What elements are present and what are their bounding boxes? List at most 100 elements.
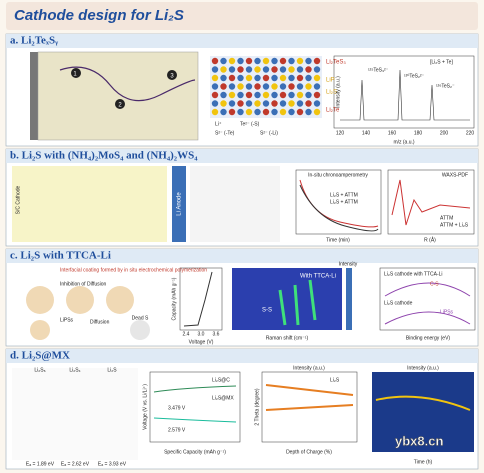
watermark: ybx8.cn	[395, 433, 443, 448]
atom	[288, 108, 295, 116]
axis-label: Depth of Charge (%)	[286, 449, 332, 455]
axis-label: Time (min)	[326, 237, 350, 243]
atom	[211, 83, 219, 90]
label: LiP	[326, 78, 335, 84]
label: Li₂S	[107, 367, 117, 373]
axis-label: Time (h)	[414, 459, 433, 465]
atom	[211, 91, 219, 99]
label: Li₂TeS₃	[326, 60, 346, 66]
legend: Li₂S@C	[212, 377, 230, 383]
label: 3.479 V	[168, 405, 186, 411]
atom	[279, 83, 287, 90]
label: ¹²⁵TeS₃²⁻	[368, 67, 389, 73]
axis-label: Voltage (V)	[189, 339, 214, 345]
atom	[211, 66, 219, 73]
atom	[262, 66, 270, 73]
panel-c-art	[26, 267, 476, 340]
atom	[313, 108, 321, 116]
atom	[296, 66, 304, 73]
atom	[271, 100, 278, 107]
panel-title: d. Li₂S@MX	[10, 350, 70, 362]
atom	[254, 108, 261, 116]
label: Li₂S₄	[69, 367, 80, 373]
atom	[220, 57, 227, 65]
atom	[288, 100, 295, 107]
figure-title: Cathode design for Li₂S	[14, 7, 184, 24]
atom	[296, 83, 304, 90]
atom	[313, 74, 321, 82]
atom	[211, 100, 219, 107]
atom	[245, 108, 253, 116]
atom	[245, 57, 253, 65]
atom	[211, 108, 219, 116]
atom	[220, 91, 227, 99]
legend: Li₂S + ATTM	[330, 192, 358, 198]
atom	[237, 100, 244, 107]
legend: Te²⁻ (-S)	[240, 121, 260, 127]
chart-title: WAXS-PDF	[442, 172, 468, 178]
atom	[245, 74, 253, 82]
atom	[279, 66, 287, 73]
atom	[245, 100, 253, 107]
atom	[296, 74, 304, 82]
legend: S²⁻ (-Te)	[215, 130, 235, 136]
label: S/C Cathode	[15, 185, 21, 214]
atom	[279, 57, 287, 65]
atom	[262, 100, 270, 107]
legend: S²⁻ (-Li)	[260, 130, 278, 136]
atom	[228, 91, 236, 99]
atom	[279, 74, 287, 82]
label: LiPSs	[60, 317, 74, 323]
atom	[245, 66, 253, 73]
atom	[211, 74, 219, 82]
tick: 200	[440, 130, 449, 136]
legend: ATTM	[440, 215, 453, 221]
atom	[220, 108, 227, 116]
tick: 180	[414, 130, 423, 136]
label: Li₂S₆	[34, 367, 45, 373]
atom	[254, 57, 261, 65]
panel-b-art	[12, 166, 475, 242]
tick: 140	[362, 130, 371, 136]
label: S-S	[262, 308, 272, 314]
panel-title: a. Li₂TeₓSᵧ	[10, 35, 58, 47]
label: Li₂S	[326, 90, 337, 96]
atom	[288, 74, 295, 82]
atom	[271, 57, 278, 65]
label: Li₂Te	[326, 108, 340, 114]
label: Dead S	[132, 315, 149, 321]
atom	[305, 100, 312, 107]
axis-label: m/z (a.u.)	[393, 139, 414, 145]
atom	[313, 66, 321, 73]
atom	[271, 91, 278, 99]
atom	[262, 57, 270, 65]
label: Interfacial coating formed by in situ el…	[60, 267, 207, 273]
atom	[228, 57, 236, 65]
atom	[245, 91, 253, 99]
atom	[262, 83, 270, 90]
legend: [Li₂S + Te]	[430, 59, 453, 65]
atom	[220, 66, 227, 73]
atom	[237, 91, 244, 99]
panel-title: c. Li₂S with TTCA-Li	[10, 250, 111, 262]
atom	[254, 74, 261, 82]
atom	[237, 66, 244, 73]
atom	[296, 57, 304, 65]
atom	[288, 83, 295, 90]
label: With TTCA-Li	[300, 274, 336, 280]
atom	[305, 66, 312, 73]
label: Eₐ = 1.89 eV	[26, 461, 55, 467]
axis-label: 2 Theta (degree)	[254, 388, 260, 425]
atom	[313, 83, 321, 90]
axis-label: Binding energy (eV)	[406, 335, 451, 341]
atom	[237, 83, 244, 90]
step: 3	[170, 74, 174, 80]
atom	[313, 91, 321, 99]
legend: Li₂S@MX	[212, 395, 234, 401]
label: Li₂S cathode with TTCA-Li	[384, 271, 443, 277]
axis-label: Voltage (V vs. Li/Li⁺)	[142, 384, 148, 430]
step: 1	[73, 72, 77, 78]
atom	[296, 91, 304, 99]
atom	[228, 83, 236, 90]
panel-title: b. Li₂S with (NH₄)₂MoS₄ and (NH₄)₂WS₄	[10, 150, 198, 162]
